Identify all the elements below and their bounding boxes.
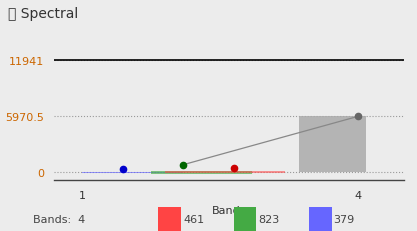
Bar — [299, 117, 366, 173]
Bar — [82, 172, 183, 173]
Text: 823: 823 — [259, 214, 280, 225]
Bar — [151, 171, 252, 174]
Text: 379: 379 — [334, 214, 355, 225]
X-axis label: Bands: Bands — [212, 205, 246, 215]
Text: 461: 461 — [183, 214, 205, 225]
Text: Bands:  4: Bands: 4 — [33, 214, 85, 225]
Bar — [165, 172, 285, 174]
Text: ⌵ Spectral: ⌵ Spectral — [8, 7, 78, 21]
